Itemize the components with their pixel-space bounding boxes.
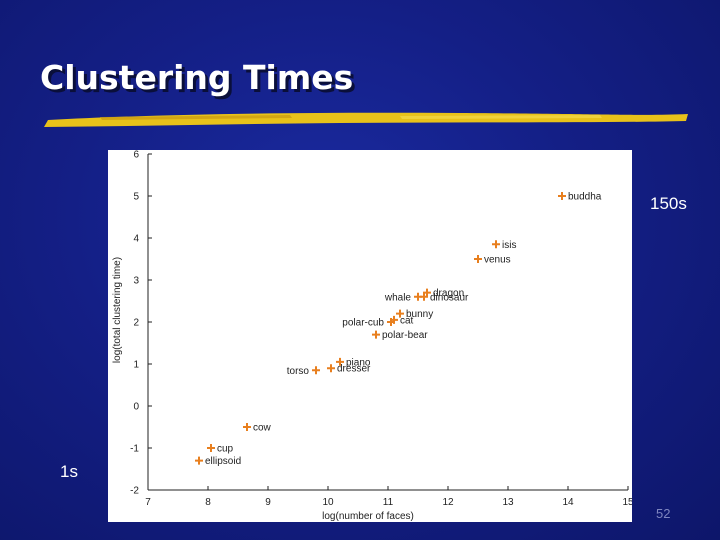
data-point-polar-cub: polar-cub: [342, 318, 395, 329]
y-tick-label: 1: [133, 360, 139, 371]
point-label: polar-cub: [342, 318, 384, 329]
x-tick-label: 10: [322, 497, 334, 508]
plus-marker: [396, 309, 404, 318]
x-tick-label: 9: [265, 497, 271, 508]
y-tick-label: 6: [133, 150, 139, 161]
page-number: 52: [656, 506, 671, 521]
point-label: venus: [484, 255, 511, 266]
x-tick-label: 15: [622, 497, 632, 508]
plus-marker: [387, 318, 395, 326]
plus-marker: [423, 288, 431, 297]
data-point-cup: cup: [207, 444, 234, 455]
data-point-torso: torso: [287, 366, 320, 377]
data-point-polar-bear: polar-bear: [372, 330, 428, 341]
point-label: polar-bear: [382, 330, 428, 341]
y-tick-label: -2: [130, 486, 139, 497]
point-label: bunny: [406, 309, 433, 320]
data-point-ellipsoid: ellipsoid: [195, 456, 241, 467]
y-axis-label: log(total clustering time): [112, 257, 123, 363]
data-point-cat: cat: [390, 315, 414, 326]
point-label: dinosaur: [430, 292, 469, 303]
point-label: torso: [287, 366, 310, 377]
data-point-dragon: dragon: [423, 288, 464, 299]
plus-marker: [414, 292, 422, 301]
x-tick-label: 14: [562, 497, 574, 508]
data-point-venus: venus: [474, 255, 511, 266]
data-point-bunny: bunny: [396, 309, 433, 320]
point-label: dresser: [337, 364, 371, 375]
plus-marker: [336, 357, 344, 366]
point-label: whale: [384, 292, 412, 303]
label-150s: 150s: [650, 194, 687, 213]
slide-title: Clustering Times: [40, 58, 354, 97]
point-label: dragon: [433, 288, 464, 299]
plus-marker: [312, 366, 320, 375]
plus-marker: [372, 330, 380, 339]
data-point-isis: isis: [492, 240, 516, 251]
plus-marker: [195, 456, 203, 465]
data-point-buddha: buddha: [558, 192, 602, 203]
y-tick-label: 5: [133, 192, 139, 203]
chart-frame: 7 8 9 10 11 12 13 14 15 -2 -1 0 1 2 3 4 5 6 log(number of …: [108, 150, 634, 523]
x-axis-label: log(number of faces): [322, 511, 414, 522]
point-label: piano: [346, 357, 371, 368]
plus-marker: [207, 444, 215, 452]
point-label: ellipsoid: [205, 456, 241, 467]
title-underline: [44, 112, 688, 127]
x-tick-label: 13: [502, 497, 514, 508]
plus-marker: [327, 364, 335, 373]
label-1s: 1s: [60, 462, 78, 481]
y-tick-label: 3: [133, 276, 139, 287]
data-point-cow: cow: [243, 423, 272, 434]
x-tick-label: 11: [383, 497, 394, 508]
point-label: cup: [217, 444, 234, 455]
x-tick-label: 7: [145, 497, 151, 508]
y-tick-label: -1: [130, 444, 139, 455]
point-label: buddha: [568, 192, 602, 203]
plus-marker: [474, 255, 482, 263]
y-tick-label: 2: [133, 318, 139, 329]
plus-marker: [492, 240, 500, 249]
y-tick-label: 0: [133, 402, 139, 413]
point-label: isis: [502, 240, 516, 251]
point-label: cat: [400, 315, 414, 326]
data-point-whale: whale: [384, 292, 422, 303]
plus-marker: [243, 423, 251, 431]
data-point-dresser: dresser: [327, 364, 371, 375]
x-tick-label: 8: [205, 497, 211, 508]
data-point-piano: piano: [336, 357, 371, 368]
plus-marker: [558, 192, 566, 200]
y-tick-label: 4: [133, 234, 139, 245]
x-tick-label: 12: [442, 497, 454, 508]
point-label: cow: [253, 423, 272, 434]
